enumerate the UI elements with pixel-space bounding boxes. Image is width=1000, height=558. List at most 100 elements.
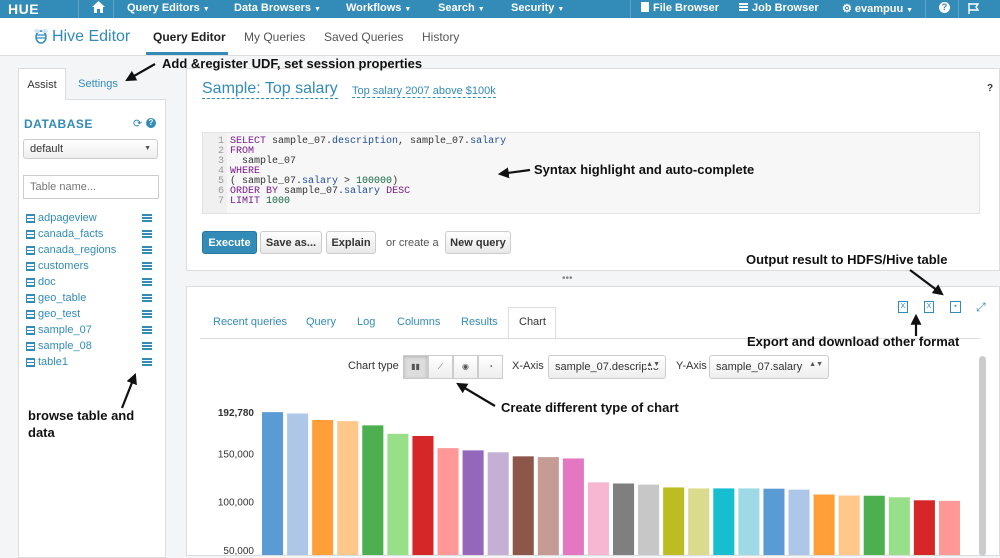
tab-saved-queries[interactable]: Saved Queries bbox=[324, 30, 404, 44]
table-name[interactable]: table1 bbox=[38, 356, 68, 368]
code-line[interactable]: FROM bbox=[230, 146, 255, 157]
table-name[interactable]: sample_08 bbox=[38, 340, 92, 352]
chart-bar[interactable] bbox=[913, 500, 935, 555]
query-title[interactable]: Sample: Top salary bbox=[202, 80, 338, 99]
chart-bar[interactable] bbox=[763, 488, 785, 555]
list-icon[interactable] bbox=[142, 342, 152, 351]
database-select[interactable]: default ▼ bbox=[23, 139, 158, 159]
table-row[interactable]: geo_test bbox=[26, 308, 152, 324]
table-name[interactable]: sample_07 bbox=[38, 324, 92, 336]
chart-bar[interactable] bbox=[613, 483, 635, 555]
tab-log[interactable]: Log bbox=[357, 316, 376, 328]
table-name[interactable]: canada_facts bbox=[38, 228, 104, 240]
chart-bar[interactable] bbox=[888, 497, 910, 555]
bar-chart-icon[interactable]: ▮▮ bbox=[403, 355, 428, 379]
table-row[interactable]: geo_table bbox=[26, 292, 152, 308]
save-as-button[interactable]: Save as... bbox=[260, 231, 322, 254]
home-icon[interactable] bbox=[92, 1, 105, 16]
tab-columns[interactable]: Columns bbox=[397, 316, 441, 328]
nav-search[interactable]: Search ▼ bbox=[438, 2, 485, 14]
tab-recent-queries[interactable]: Recent queries bbox=[213, 316, 287, 328]
nav-data-browsers[interactable]: Data Browsers ▼ bbox=[234, 2, 321, 14]
help-icon[interactable]: ? bbox=[939, 2, 950, 13]
chart-bar[interactable] bbox=[462, 450, 484, 555]
chart-bar[interactable] bbox=[863, 495, 885, 555]
table-row[interactable]: sample_07 bbox=[26, 324, 152, 340]
table-row[interactable]: table1 bbox=[26, 356, 152, 372]
chart-bar[interactable] bbox=[788, 489, 810, 555]
table-name[interactable]: customers bbox=[38, 260, 89, 272]
list-icon[interactable] bbox=[142, 294, 152, 303]
list-icon[interactable] bbox=[142, 246, 152, 255]
table-row[interactable]: sample_08 bbox=[26, 340, 152, 356]
chart-bar[interactable] bbox=[638, 484, 660, 555]
table-row[interactable]: canada_facts bbox=[26, 228, 152, 244]
tab-history[interactable]: History bbox=[422, 30, 460, 44]
help-icon[interactable]: ? bbox=[987, 83, 994, 94]
pie-chart-icon[interactable]: ◔ bbox=[478, 355, 503, 379]
list-icon[interactable] bbox=[142, 262, 152, 271]
app-title[interactable]: Hive Editor bbox=[52, 28, 131, 45]
table-name[interactable]: adpageview bbox=[38, 212, 97, 224]
line-chart-icon[interactable]: ⟋ bbox=[428, 355, 453, 379]
flag-icon[interactable] bbox=[968, 3, 980, 17]
chart-bar[interactable] bbox=[813, 494, 835, 555]
nav-security[interactable]: Security ▼ bbox=[511, 2, 565, 14]
y-axis-select[interactable]: sample_07.salary ▲▼ bbox=[709, 355, 829, 379]
nav-file-browser[interactable]: File Browser bbox=[641, 2, 719, 14]
table-name[interactable]: doc bbox=[38, 276, 56, 288]
tab-query-editor[interactable]: Query Editor bbox=[153, 30, 226, 44]
list-icon[interactable] bbox=[142, 310, 152, 319]
chart-bar[interactable] bbox=[537, 457, 559, 555]
chart-bar[interactable] bbox=[512, 456, 534, 555]
list-icon[interactable] bbox=[142, 214, 152, 223]
list-icon[interactable] bbox=[142, 326, 152, 335]
export-xls-icon[interactable]: X bbox=[924, 301, 934, 313]
nav-job-browser[interactable]: Job Browser bbox=[739, 2, 819, 14]
panel-splitter[interactable]: ••• bbox=[186, 272, 1000, 284]
x-axis-select[interactable]: sample_07.descriptio ▲▼ bbox=[548, 355, 666, 379]
chart-bar[interactable] bbox=[738, 488, 760, 555]
table-row[interactable]: adpageview bbox=[26, 212, 152, 228]
chart-bar[interactable] bbox=[688, 488, 710, 555]
list-icon[interactable] bbox=[142, 358, 152, 367]
sql-editor[interactable]: 1 2 3 4 5 6 7 SELECT sample_07.descripti… bbox=[202, 132, 980, 214]
nav-query-editors[interactable]: Query Editors ▼ bbox=[127, 2, 210, 14]
tab-results[interactable]: Results bbox=[461, 316, 498, 328]
drag-handle[interactable]: ••• bbox=[562, 273, 573, 284]
chart-bar[interactable] bbox=[938, 500, 960, 555]
chart-bar[interactable] bbox=[287, 413, 309, 555]
nav-user-menu[interactable]: ⚙ evampuu ▼ bbox=[842, 3, 914, 15]
code-line[interactable]: sample_07 bbox=[230, 156, 297, 167]
refresh-icon[interactable]: ⟳ bbox=[133, 118, 143, 130]
list-icon[interactable] bbox=[142, 278, 152, 287]
expand-icon[interactable]: ⤢ bbox=[976, 300, 986, 314]
chart-bar[interactable] bbox=[337, 421, 359, 555]
new-query-button[interactable]: New query bbox=[445, 231, 511, 254]
chart-bar[interactable] bbox=[487, 452, 509, 555]
hue-logo[interactable]: HUE bbox=[8, 1, 40, 17]
table-row[interactable]: canada_regions bbox=[26, 244, 152, 260]
help-icon[interactable]: ? bbox=[146, 118, 156, 128]
tab-chart[interactable]: Chart bbox=[519, 316, 546, 328]
tab-assist[interactable]: Assist bbox=[18, 68, 66, 100]
tab-query[interactable]: Query bbox=[306, 316, 336, 328]
tab-settings[interactable]: Settings bbox=[78, 78, 118, 90]
chart-bar[interactable] bbox=[838, 495, 860, 555]
map-chart-icon[interactable]: ◉ bbox=[453, 355, 478, 379]
table-name[interactable]: geo_test bbox=[38, 308, 81, 320]
table-name[interactable]: geo_table bbox=[38, 292, 87, 304]
nav-workflows[interactable]: Workflows ▼ bbox=[346, 2, 412, 14]
code-line[interactable]: SELECT sample_07.description, sample_07.… bbox=[230, 136, 507, 147]
save-icon[interactable]: ▪ bbox=[950, 301, 961, 313]
code-line[interactable]: WHERE bbox=[230, 166, 261, 177]
tab-my-queries[interactable]: My Queries bbox=[244, 30, 306, 44]
table-row[interactable]: doc bbox=[26, 276, 152, 292]
chart-bar[interactable] bbox=[663, 487, 685, 555]
chart-bar[interactable] bbox=[387, 433, 409, 555]
list-icon[interactable] bbox=[142, 230, 152, 239]
table-name[interactable]: canada_regions bbox=[38, 244, 117, 256]
code-line[interactable]: ORDER BY sample_07.salary DESC bbox=[230, 186, 411, 197]
chart-bar[interactable] bbox=[362, 425, 384, 555]
chart-bar[interactable] bbox=[437, 448, 459, 555]
